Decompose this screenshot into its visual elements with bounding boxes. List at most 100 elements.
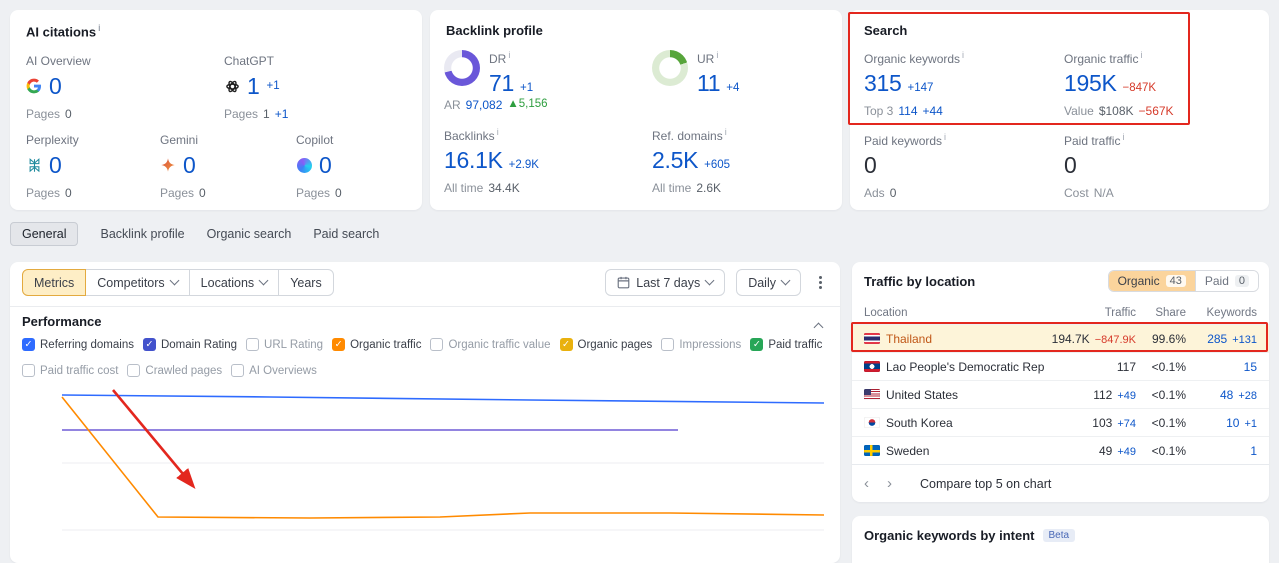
ai-citation-ai-overview: AI Overview 0 Pages 0 [26, 54, 91, 121]
laos-flag-icon [864, 361, 880, 372]
url-rating-gauge [652, 50, 688, 86]
table-row-laos[interactable]: Lao People's Democratic Rep 117 <0.1% 15 [852, 352, 1269, 380]
info-icon[interactable]: i [962, 50, 965, 60]
ai-citation-gemini: Gemini 0 Pages 0 [160, 133, 206, 200]
more-options-icon[interactable] [819, 281, 822, 284]
metric-toggle-paid-traffic[interactable]: ✓ Paid traffic [750, 338, 822, 351]
ahrefs-rank-line: AR 97,082 ▲5,156 [444, 98, 548, 112]
metric-toggle-crawled-pages[interactable]: Crawled pages [127, 364, 222, 377]
table-row-united-states[interactable]: United States 112 +49 <0.1% 48 +28 [852, 380, 1269, 408]
metric-toggle-domain-rating[interactable]: ✓ Domain Rating [142, 338, 237, 351]
chevron-down-icon [258, 275, 269, 286]
granularity-button[interactable]: Daily [736, 269, 801, 296]
table-row-thailand[interactable]: Thailand 194.7K −847.9K 99.6% 285 +131 [852, 324, 1269, 352]
metrics-button[interactable]: Metrics [22, 269, 87, 296]
collapse-chevron-icon[interactable] [813, 322, 824, 333]
chart-line-referring-domains [61, 394, 825, 404]
tab-backlink-profile[interactable]: Backlink profile [100, 226, 185, 241]
ref-domains-stat: Ref. domains i 2.5K +605 All time 2.6K [652, 127, 731, 195]
next-page-icon[interactable]: › [887, 475, 892, 492]
domain-rating-value[interactable]: 71 [489, 70, 514, 96]
ai-overview-value[interactable]: 0 [49, 73, 62, 99]
annotation-arrow [112, 389, 196, 489]
paid-traffic-value[interactable]: 0 [1064, 152, 1077, 178]
paid-keywords-value[interactable]: 0 [864, 152, 877, 178]
ai-citation-chatgpt: ChatGPT 1 +1 Pages 1 +1 [224, 54, 289, 121]
metric-toggle-url-rating[interactable]: URL Rating [246, 338, 323, 351]
table-row-sweden[interactable]: Sweden 49 +49 <0.1% 1 [852, 436, 1269, 464]
tab-general[interactable]: General [10, 221, 79, 246]
filters-row: Metrics Competitors Locations Years Last… [22, 269, 828, 296]
domain-rating-gauge [444, 50, 480, 86]
organic-traffic-value[interactable]: 195K [1064, 70, 1117, 96]
backlink-profile-title: Backlink profile [446, 23, 543, 38]
url-rating-value[interactable]: 11 [697, 70, 721, 96]
search-title: Search [864, 23, 908, 38]
overview-tabs: General Backlink profile Organic search … [10, 220, 379, 247]
metric-toggles-row-2: Paid traffic cost Crawled pages AI Overv… [22, 364, 317, 377]
info-icon[interactable]: i [496, 127, 499, 137]
keywords-by-intent-title: Organic keywords by intent [864, 528, 1035, 543]
thailand-flag-icon [864, 333, 880, 344]
traffic-by-location-title: Traffic by location [864, 273, 976, 289]
checkbox-icon: ✓ [559, 338, 573, 351]
prev-page-icon[interactable]: ‹ [864, 475, 869, 492]
copilot-icon [296, 157, 312, 173]
ref-domains-value[interactable]: 2.5K [652, 147, 699, 173]
backlinks-value[interactable]: 16.1K [444, 147, 503, 173]
paid-keywords-stat: Paid keywords i 0 Ads 0 [864, 132, 947, 200]
info-icon[interactable]: i [1140, 50, 1143, 60]
chatgpt-icon [224, 78, 240, 94]
copilot-value[interactable]: 0 [319, 152, 332, 178]
sweden-flag-icon [864, 445, 880, 456]
info-icon[interactable]: i [944, 132, 947, 142]
gemini-value[interactable]: 0 [183, 152, 196, 178]
united-states-flag-icon [864, 389, 880, 400]
chevron-down-icon [704, 275, 715, 286]
date-range-button[interactable]: Last 7 days [605, 269, 726, 296]
performance-title: Performance [22, 314, 102, 329]
performance-chart [61, 389, 825, 531]
organic-keywords-value[interactable]: 315 [864, 70, 902, 96]
info-icon[interactable]: i [716, 50, 719, 60]
perplexity-value[interactable]: 0 [49, 152, 62, 178]
checkbox-icon: ✓ [142, 338, 156, 351]
organic-toggle[interactable]: Organic 43 [1108, 271, 1195, 291]
backlink-profile-card: Backlink profile DR i 71 +1 AR 97,082 ▲5,156… [430, 10, 842, 210]
metric-toggle-impressions[interactable]: Impressions [661, 338, 741, 351]
metric-toggles-row-1: ✓ Referring domains ✓ Domain Rating URL Ra… [22, 338, 822, 351]
metric-toggle-referring-domains[interactable]: ✓ Referring domains [22, 338, 134, 351]
perplexity-icon [26, 157, 42, 173]
ahrefs-rank-value[interactable]: 97,082 [465, 98, 503, 112]
table-row-south-korea[interactable]: South Korea 103 +74 <0.1% 10 +1 [852, 408, 1269, 436]
info-icon[interactable]: i [1122, 132, 1125, 142]
location-table-body: Thailand 194.7K −847.9K 99.6% 285 +131 Lao… [852, 324, 1269, 464]
compare-top5-link[interactable]: Compare top 5 on chart [920, 476, 1052, 491]
metric-toggle-organic-pages[interactable]: ✓ Organic pages [559, 338, 652, 351]
location-table-footer: ‹ › Compare top 5 on chart [852, 464, 1269, 502]
chatgpt-value[interactable]: 1 [247, 73, 260, 99]
metric-toggle-ai-overviews[interactable]: AI Overviews [231, 364, 317, 377]
metric-toggle-organic-traffic-value[interactable]: Organic traffic value [430, 338, 551, 351]
google-icon [26, 78, 42, 94]
chart-line-organic-traffic [61, 396, 825, 519]
locations-button[interactable]: Locations [188, 269, 280, 296]
metric-toggle-organic-traffic[interactable]: ✓ Organic traffic [332, 338, 421, 351]
metric-toggle-paid-traffic-cost[interactable]: Paid traffic cost [22, 364, 118, 377]
info-icon[interactable]: i [508, 50, 511, 60]
filter-buttons: Metrics Competitors Locations Years [22, 269, 334, 296]
paid-toggle[interactable]: Paid 0 [1194, 271, 1258, 291]
checkbox-icon: ✓ [750, 338, 764, 351]
years-button[interactable]: Years [278, 269, 334, 296]
tab-organic-search[interactable]: Organic search [206, 226, 292, 241]
competitors-button[interactable]: Competitors [85, 269, 190, 296]
gemini-icon [160, 157, 176, 173]
performance-card: Metrics Competitors Locations Years Last… [10, 262, 840, 563]
info-icon[interactable]: i [724, 127, 727, 137]
tab-paid-search[interactable]: Paid search [313, 226, 380, 241]
info-icon[interactable]: i [98, 23, 101, 33]
checkbox-icon [661, 338, 675, 351]
chevron-down-icon [780, 275, 791, 286]
traffic-type-toggle: Organic 43 Paid 0 [1107, 270, 1259, 292]
